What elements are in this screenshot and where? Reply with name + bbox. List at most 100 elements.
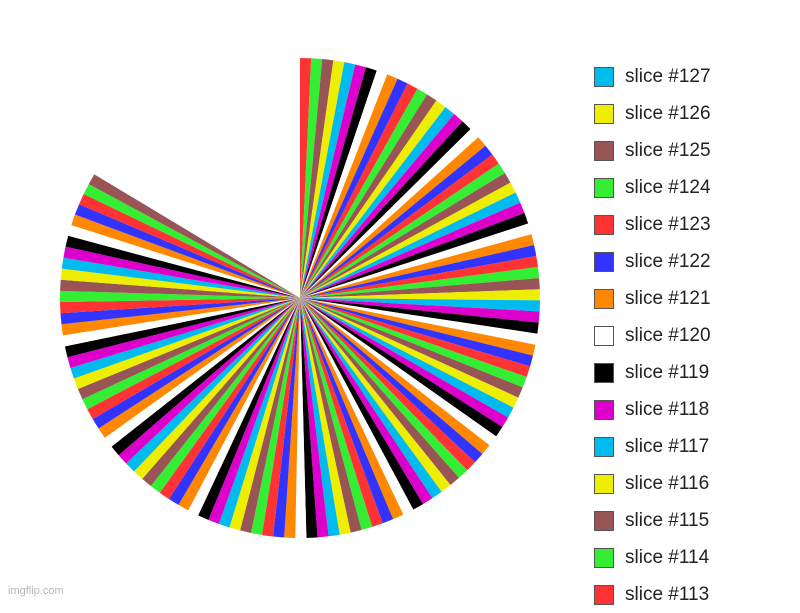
- legend-label: slice #114: [625, 546, 710, 568]
- pie-slice: [300, 223, 532, 298]
- pie-slice: [300, 298, 509, 428]
- legend-swatch: [594, 584, 614, 605]
- pie-slice: [300, 298, 483, 463]
- pie-slice: [300, 78, 408, 298]
- pie-slice: [134, 298, 300, 479]
- pie-slice: [300, 298, 414, 515]
- pie-slice: [218, 298, 300, 528]
- legend-item: slice #117: [594, 428, 711, 465]
- pie-slice: [87, 298, 300, 419]
- pie-slice: [64, 298, 300, 358]
- pie-slice: [300, 145, 493, 298]
- legend-label: slice #124: [625, 176, 711, 198]
- pie-slice: [300, 94, 437, 298]
- pie-slice: [300, 83, 418, 298]
- legend-swatch: [594, 288, 614, 309]
- pie-slice: [300, 298, 531, 377]
- pie-slice: [300, 245, 537, 298]
- pie-slice: [300, 298, 468, 478]
- pie-slice: [300, 298, 527, 388]
- pie-slice: [150, 298, 300, 493]
- legend-swatch: [594, 436, 614, 457]
- pie-slice: [126, 298, 301, 472]
- pie-slice: [300, 234, 535, 298]
- pie-slice: [300, 298, 503, 437]
- legend-item: slice #125: [594, 132, 711, 169]
- pie-slice: [168, 298, 300, 505]
- legend-item: slice #120: [594, 317, 711, 354]
- pie-slice: [300, 298, 394, 524]
- pie-slice: [82, 298, 300, 410]
- pie-slice: [65, 235, 300, 298]
- legend-swatch: [594, 399, 614, 420]
- pie-slice: [300, 154, 499, 298]
- legend-item: slice #124: [594, 169, 711, 206]
- pie-slice: [63, 246, 300, 298]
- pie-slice: [300, 137, 486, 298]
- pie-slice: [300, 298, 340, 537]
- pie-slice: [300, 298, 497, 446]
- pie-slice: [261, 298, 300, 537]
- pie-slice: [300, 298, 539, 334]
- legend-swatch: [594, 362, 614, 383]
- watermark: imgflip.com: [8, 585, 64, 597]
- pie-slice: [188, 298, 300, 516]
- legend-label: slice #122: [625, 250, 711, 272]
- pie-slice: [300, 182, 516, 298]
- pie-slice: [71, 214, 300, 298]
- pie-slice: [300, 74, 398, 298]
- pie-slice: [300, 62, 356, 298]
- pie-slice: [68, 225, 300, 298]
- pie-chart: [59, 58, 541, 538]
- legend-swatch: [594, 214, 614, 235]
- pie-slice: [98, 298, 300, 438]
- legend-label: slice #123: [625, 213, 711, 235]
- pie-slice: [300, 298, 533, 367]
- pie-slice: [300, 88, 428, 299]
- legend-item: slice #126: [594, 95, 711, 132]
- pie-slice: [300, 298, 490, 454]
- legend-label: slice #120: [625, 324, 711, 346]
- pie-slice: [300, 298, 519, 408]
- legend-item: slice #115: [594, 502, 711, 539]
- pie-slice: [300, 298, 459, 485]
- pie-slice: [300, 298, 329, 538]
- pie-slice: [300, 60, 345, 298]
- legend-label: slice #127: [625, 65, 711, 87]
- pie-slice: [159, 298, 300, 500]
- legend-swatch: [594, 66, 614, 87]
- pie-slice: [92, 298, 301, 429]
- pie-slice: [73, 298, 300, 389]
- pie-slice: [300, 64, 367, 298]
- legend: slice #127 slice #126 slice #125 slice #124…: [594, 58, 711, 613]
- pie-slice: [240, 298, 300, 533]
- pie-slice: [77, 298, 300, 400]
- pie-slice: [300, 298, 514, 418]
- pie-slice: [300, 298, 536, 356]
- pie-slice: [111, 298, 300, 456]
- pie-slice: [198, 298, 300, 520]
- pie-slice: [79, 194, 300, 298]
- pie-slice: [229, 298, 300, 531]
- legend-label: slice #115: [625, 509, 710, 531]
- pie-slice: [300, 266, 540, 298]
- pie-slice: [273, 298, 300, 538]
- legend-swatch: [594, 103, 614, 124]
- pie-slice: [118, 298, 301, 464]
- pie-slice: [178, 298, 300, 511]
- pie-slice: [104, 298, 300, 447]
- pie-slice: [300, 298, 442, 499]
- legend-swatch: [594, 140, 614, 161]
- pie-slice: [300, 298, 451, 492]
- pie-slice: [300, 278, 540, 298]
- legend-label: slice #125: [625, 139, 711, 161]
- pie-slice: [83, 184, 300, 298]
- pie-slice: [300, 121, 471, 298]
- pie-slice: [250, 298, 300, 535]
- pie-slice: [300, 298, 373, 530]
- pie-slice: [67, 298, 300, 368]
- pie-slice: [284, 298, 300, 538]
- pie-slice: [60, 268, 301, 298]
- pie-slice: [300, 298, 540, 323]
- pie-slice: [300, 192, 521, 298]
